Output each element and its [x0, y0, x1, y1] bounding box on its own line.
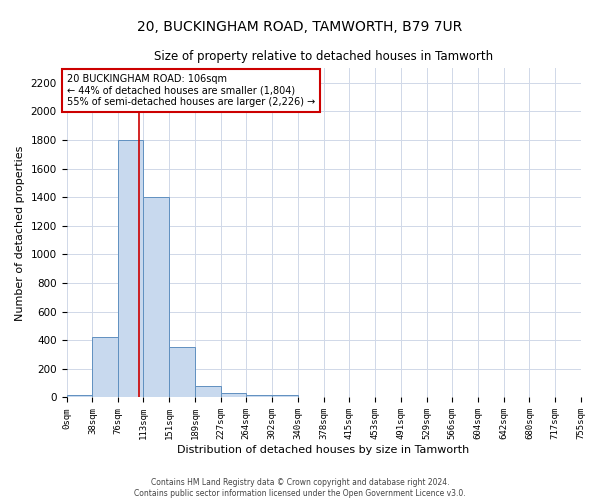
Bar: [67, 394, 92, 398]
Text: 20 BUCKINGHAM ROAD: 106sqm
← 44% of detached houses are smaller (1,804)
55% of s: 20 BUCKINGHAM ROAD: 106sqm ← 44% of deta…: [67, 74, 316, 108]
Y-axis label: Number of detached properties: Number of detached properties: [15, 145, 25, 320]
Title: Size of property relative to detached houses in Tamworth: Size of property relative to detached ho…: [154, 50, 493, 63]
X-axis label: Distribution of detached houses by size in Tamworth: Distribution of detached houses by size …: [178, 445, 470, 455]
Text: 20, BUCKINGHAM ROAD, TAMWORTH, B79 7UR: 20, BUCKINGHAM ROAD, TAMWORTH, B79 7UR: [137, 20, 463, 34]
Bar: [272, 394, 298, 398]
Bar: [118, 140, 143, 398]
Bar: [92, 338, 118, 398]
Bar: [143, 197, 169, 398]
Bar: [169, 348, 195, 398]
Bar: [221, 393, 246, 398]
Bar: [195, 386, 221, 398]
Text: Contains HM Land Registry data © Crown copyright and database right 2024.
Contai: Contains HM Land Registry data © Crown c…: [134, 478, 466, 498]
Bar: [246, 394, 272, 398]
